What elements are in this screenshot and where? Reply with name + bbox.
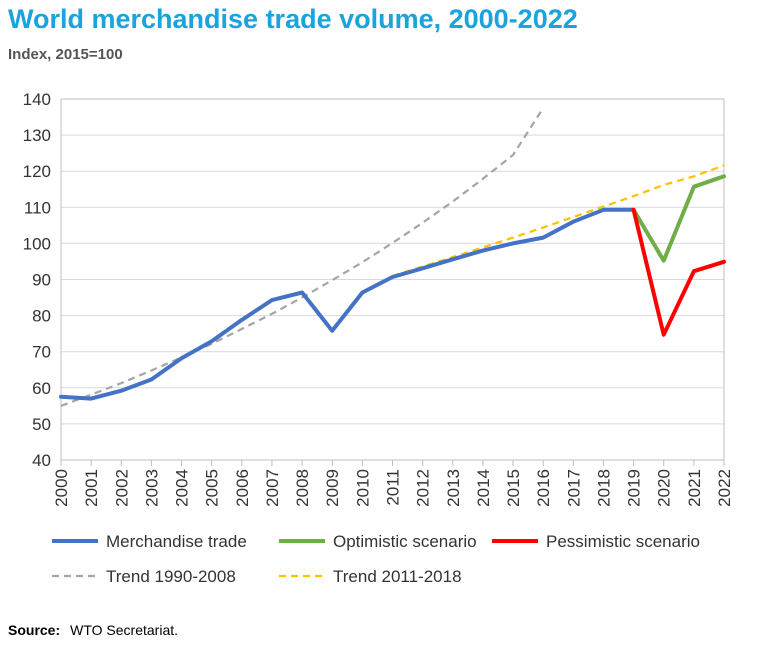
source-label: Source: (8, 622, 61, 638)
legend-label-merchandise-trade: Merchandise trade (106, 532, 247, 551)
x-axis-ticks: 2000 2001 2002 2003 2004 2005 2006 2007 2008 2009… (52, 469, 734, 507)
legend-label-trend-1990-2008: Trend 1990-2008 (106, 567, 236, 586)
series-line-pessimistic-scenario (631, 207, 726, 337)
x-tick-label: 2005 (203, 469, 222, 507)
y-tick-label: 80 (32, 307, 51, 326)
y-tick-label: 140 (23, 90, 51, 109)
y-tick-label: 50 (32, 415, 51, 434)
legend-label-optimistic-scenario: Optimistic scenario (333, 532, 477, 551)
x-tick-label: 2016 (534, 469, 553, 507)
series-line-trend-2011-2018 (392, 164, 725, 277)
x-tick-label: 2015 (504, 469, 523, 507)
x-tick-label: 2007 (263, 469, 282, 507)
x-tick-label: 2010 (353, 469, 372, 507)
y-tick-label: 130 (23, 126, 51, 145)
x-tick-label: 2004 (173, 469, 192, 507)
y-tick-label: 110 (24, 198, 51, 217)
legend-label-trend-2011-2018: Trend 2011-2018 (333, 567, 462, 586)
legend-label-pessimistic-scenario: Pessimistic scenario (546, 532, 700, 551)
source-value: WTO Secretariat. (70, 622, 179, 638)
x-tick-label: 2018 (594, 469, 613, 507)
x-tick-label: 2001 (82, 469, 101, 507)
x-tick-label: 2003 (142, 469, 161, 507)
x-tick-label: 2008 (293, 469, 312, 507)
x-tick-label: 2012 (414, 469, 433, 507)
y-tick-label: 120 (23, 162, 51, 181)
legend: Merchandise trade Optimistic scenario Pess… (52, 532, 700, 586)
x-tick-label: 2013 (444, 469, 463, 507)
y-tick-label: 90 (32, 271, 51, 290)
x-tick-label: 2019 (625, 469, 644, 507)
x-tick-label: 2006 (233, 469, 252, 507)
series-line-trend-1990-2008 (60, 107, 545, 407)
series-line-optimistic-scenario (631, 174, 726, 263)
x-tick-label: 2009 (323, 469, 342, 507)
plot-area-frame (60, 98, 725, 461)
line-chart: 40 50 60 70 80 90 100 110 120 130 140 2000 2001 2002… (23, 90, 734, 586)
x-tick-label: 2014 (474, 469, 493, 507)
series-line-merchandise-trade (59, 207, 636, 401)
x-tick-label: 2017 (564, 469, 583, 507)
x-tick-label: 2011 (384, 469, 403, 506)
x-tick-label: 2000 (52, 469, 71, 507)
x-tick-label: 2022 (715, 469, 734, 507)
y-tick-label: 40 (32, 451, 51, 470)
y-axis-ticks: 40 50 60 70 80 90 100 110 120 130 140 (23, 90, 51, 470)
chart-subtitle: Index, 2015=100 (8, 46, 123, 63)
chart-title: World merchandise trade volume, 2000-202… (8, 4, 578, 34)
gridlines (60, 98, 725, 466)
y-tick-label: 60 (32, 379, 51, 398)
x-tick-label: 2002 (112, 469, 131, 507)
series-lines (59, 107, 726, 407)
source-note: Source: WTO Secretariat. (8, 622, 178, 638)
x-tick-label: 2021 (685, 469, 704, 507)
y-tick-label: 100 (23, 234, 51, 253)
y-tick-label: 70 (32, 343, 51, 362)
x-tick-label: 2020 (655, 469, 674, 507)
